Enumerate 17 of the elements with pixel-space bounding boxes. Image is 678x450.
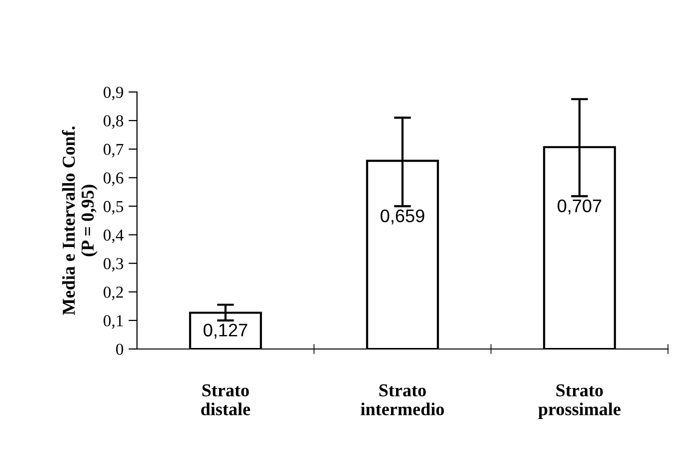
y-axis-title: Media e Intervallo Conf. (P = 0,95) <box>62 126 98 315</box>
y-tick-label: 0,3 <box>104 258 124 272</box>
x-tick-label: Strato intermedio <box>360 384 444 416</box>
y-tick-label: 0,4 <box>104 229 124 244</box>
y-tick-label: 0,8 <box>104 115 124 129</box>
y-tick-label: 0,1 <box>104 315 123 329</box>
data-label: 0,659 <box>380 209 424 224</box>
y-tick-label: 0,6 <box>104 172 124 186</box>
x-tick-label: Strato prossimale <box>538 384 620 419</box>
x-tick-label: Strato distale <box>201 384 250 416</box>
y-tick-label: 0,2 <box>104 286 123 300</box>
y-tick-label: 0,5 <box>104 200 124 215</box>
data-label: 0,127 <box>204 324 248 339</box>
y-tick-label: 0 <box>116 344 124 355</box>
y-tick-label: 0,9 <box>104 86 124 100</box>
data-label: 0,707 <box>558 199 602 214</box>
y-tick-label: 0,7 <box>104 144 124 158</box>
